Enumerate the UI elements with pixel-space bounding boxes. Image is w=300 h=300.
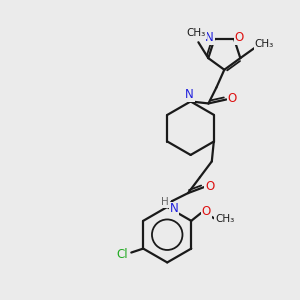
Text: N: N	[185, 88, 194, 101]
Text: H: H	[161, 197, 169, 207]
Text: O: O	[205, 180, 214, 193]
Text: Cl: Cl	[117, 248, 128, 261]
Text: O: O	[235, 31, 244, 44]
Text: O: O	[228, 92, 237, 105]
Text: N: N	[205, 31, 214, 44]
Text: CH₃: CH₃	[187, 28, 206, 38]
Text: CH₃: CH₃	[254, 39, 274, 49]
Text: N: N	[170, 202, 178, 215]
Text: O: O	[202, 206, 211, 218]
Text: CH₃: CH₃	[215, 214, 235, 224]
